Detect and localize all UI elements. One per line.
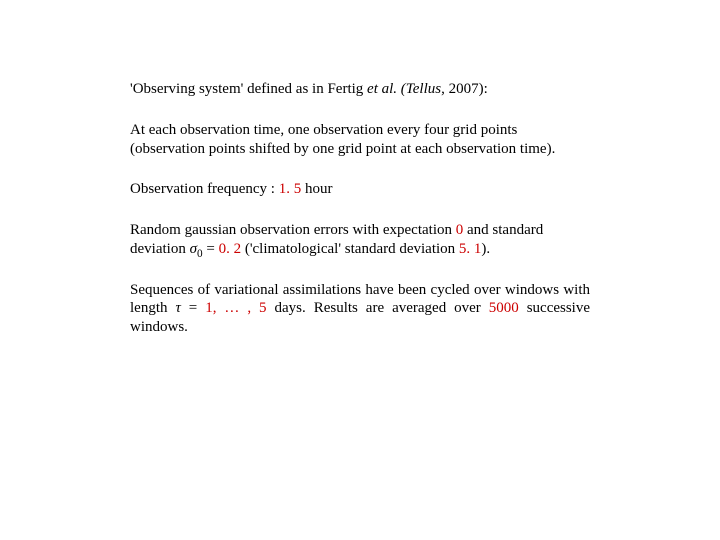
unit: hour: [301, 181, 332, 197]
tau-range: 1, … , 5: [205, 300, 266, 316]
paragraph-sequences: Sequences of variational assimilations h…: [130, 281, 590, 337]
text: ).: [481, 241, 490, 257]
frequency-value: 1. 5: [279, 181, 302, 197]
text: 'Observing system' defined as in Fertig: [130, 81, 367, 97]
paragraph-grid-points: At each observation time, one observatio…: [130, 121, 590, 159]
sigma-symbol: σ: [190, 241, 197, 257]
slide-body: 'Observing system' defined as in Fertig …: [0, 0, 720, 337]
citation-italic: et al. (Tellus: [367, 81, 441, 97]
text: , 2007):: [441, 81, 488, 97]
label: Observation frequency :: [130, 181, 279, 197]
clim-sd-value: 5. 1: [459, 241, 482, 257]
paragraph-observing-system: 'Observing system' defined as in Fertig …: [130, 80, 590, 99]
text: Random gaussian observation errors with …: [130, 222, 456, 238]
sd-value: 0. 2: [219, 241, 242, 257]
paragraph-frequency: Observation frequency : 1. 5 hour: [130, 180, 590, 199]
window-count: 5000: [489, 300, 519, 316]
text: days. Results are averaged over: [267, 300, 489, 316]
equals: =: [203, 241, 219, 257]
text: ('climatological' standard deviation: [241, 241, 459, 257]
equals: =: [181, 300, 205, 316]
paragraph-errors: Random gaussian observation errors with …: [130, 221, 590, 259]
